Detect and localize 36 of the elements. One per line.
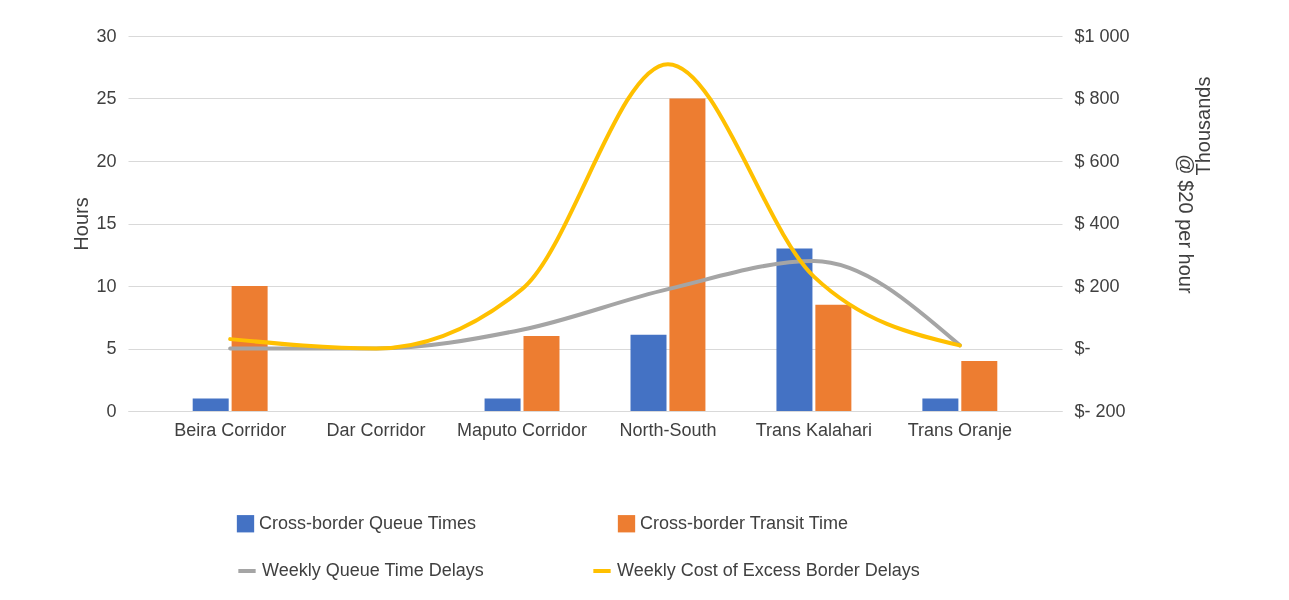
y-tick-label: 15 bbox=[96, 213, 117, 233]
y-tick-label: 5 bbox=[106, 338, 117, 358]
y-axis-title: Hours bbox=[70, 197, 93, 251]
y2-tick-label: $ 200 bbox=[1074, 275, 1120, 296]
bar bbox=[523, 336, 560, 411]
bar bbox=[961, 361, 998, 411]
y-tick-label: 25 bbox=[96, 88, 117, 108]
x-tick-label: Dar Corridor bbox=[326, 419, 426, 440]
y-tick-label: 30 bbox=[96, 25, 117, 46]
legend-label: Cross-border Transit Time bbox=[640, 512, 849, 533]
x-tick-label: Maputo Corridor bbox=[457, 419, 588, 440]
x-tick-label: Beira Corridor bbox=[174, 419, 287, 440]
bar bbox=[192, 398, 229, 411]
bar bbox=[922, 398, 959, 411]
y2-tick-label: $ 600 bbox=[1074, 150, 1120, 171]
bar bbox=[484, 398, 521, 411]
y-tick-label: 10 bbox=[96, 275, 117, 296]
legend-label: Weekly Cost of Excess Border Delays bbox=[617, 560, 920, 580]
bar bbox=[815, 304, 852, 411]
bar bbox=[231, 286, 268, 411]
y-tick-label: 20 bbox=[96, 150, 117, 171]
y2-tick-label: $- 200 bbox=[1074, 400, 1126, 421]
x-tick-label: Trans Oranje bbox=[907, 419, 1013, 440]
y2-tick-label: $1 000 bbox=[1074, 25, 1130, 46]
y-tick-label: 0 bbox=[106, 400, 117, 421]
line-series bbox=[228, 62, 962, 351]
legend-label: Weekly Queue Time Delays bbox=[262, 560, 484, 580]
bar bbox=[776, 248, 813, 411]
y2-tick-label: $- bbox=[1074, 338, 1091, 358]
bar bbox=[669, 98, 706, 411]
bar bbox=[630, 334, 667, 411]
y2-tick-label: $ 400 bbox=[1074, 213, 1120, 233]
y2-tick-label: $ 800 bbox=[1074, 88, 1120, 108]
x-tick-label: Trans Kalahari bbox=[755, 419, 873, 440]
x-tick-label: North-South bbox=[619, 419, 717, 440]
legend-label: Cross-border Queue Times bbox=[259, 512, 477, 533]
